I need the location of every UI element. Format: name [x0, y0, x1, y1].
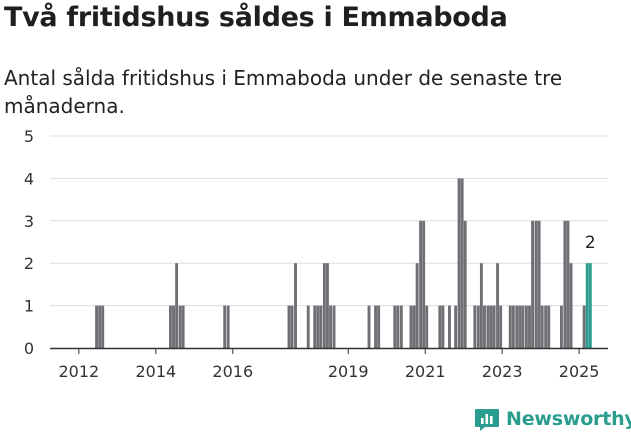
- highlight-data-label: 2: [585, 233, 596, 253]
- bar: [419, 220, 423, 348]
- bar: [290, 305, 294, 348]
- bar: [479, 263, 483, 348]
- bar: [473, 305, 477, 348]
- bar: [476, 305, 480, 348]
- bar: [496, 263, 499, 348]
- bar: [396, 305, 400, 348]
- bar: [489, 305, 493, 348]
- bar: [306, 305, 310, 348]
- bar: [534, 220, 538, 348]
- bar: [528, 305, 531, 348]
- bar: [367, 305, 371, 348]
- bar: [559, 305, 563, 348]
- bar: [508, 305, 512, 348]
- bar: [454, 305, 458, 348]
- bar: [98, 305, 102, 348]
- bar: [547, 305, 551, 348]
- bar: [412, 305, 416, 348]
- bar: [415, 263, 419, 348]
- bar: [172, 305, 175, 348]
- x-tick-label: 2014: [135, 362, 176, 381]
- bar: [511, 305, 515, 348]
- y-tick-label: 2: [24, 254, 34, 273]
- bar: [175, 263, 179, 348]
- bar: [448, 305, 451, 348]
- bar: [422, 220, 426, 348]
- brand-logo: Newsworthy: [474, 406, 631, 432]
- bar: [169, 305, 172, 348]
- bar: [499, 305, 503, 348]
- bar: [460, 178, 464, 348]
- bar: [332, 305, 336, 348]
- bar: [326, 263, 329, 348]
- y-tick-label: 0: [24, 339, 34, 358]
- bar: [569, 263, 573, 348]
- bar: [226, 305, 230, 348]
- bar: [463, 220, 467, 348]
- brand-name: Newsworthy: [506, 408, 631, 430]
- highlighted-bar: [585, 263, 589, 348]
- newsworthy-chart-icon: [475, 409, 499, 431]
- bar: [329, 305, 332, 348]
- x-tick-label: 2025: [559, 362, 600, 381]
- bar: [316, 305, 320, 348]
- x-tick-label: 2023: [482, 362, 523, 381]
- bar: [393, 305, 397, 348]
- bar: [457, 178, 461, 348]
- bar: [540, 305, 544, 348]
- bar: [101, 305, 105, 348]
- x-tick-label: 2021: [405, 362, 446, 381]
- bar: [563, 220, 567, 348]
- bar: [409, 305, 413, 348]
- bar: [483, 305, 486, 348]
- y-tick-label: 1: [24, 297, 34, 316]
- bar: [223, 305, 227, 348]
- bar: [425, 305, 429, 348]
- bar: [178, 305, 182, 348]
- y-tick-label: 5: [24, 127, 34, 146]
- bar: [377, 305, 381, 348]
- bar: [319, 305, 323, 348]
- chart-title: Två fritidshus såldes i Emmaboda: [4, 2, 508, 33]
- bar: [537, 220, 541, 348]
- bar: [181, 305, 185, 348]
- bar: [294, 263, 297, 348]
- bar: [95, 305, 99, 348]
- y-tick-label: 4: [24, 169, 34, 188]
- bar: [287, 305, 291, 348]
- bar: [582, 305, 586, 348]
- chart-subtitle: Antal sålda fritidshus i Emmaboda under …: [4, 66, 563, 118]
- bar: [518, 305, 522, 348]
- bar: [374, 305, 378, 348]
- bar: [492, 305, 496, 348]
- bar: [322, 263, 326, 348]
- bar: [399, 305, 403, 348]
- highlighted-bar: [588, 263, 592, 348]
- bar: [486, 305, 490, 348]
- bar: [521, 305, 525, 348]
- bar: [531, 220, 535, 348]
- bar: [313, 305, 317, 348]
- bar: [515, 305, 519, 348]
- y-tick-label: 3: [24, 212, 34, 231]
- x-tick-label: 2016: [212, 362, 253, 381]
- x-tick-label: 2012: [59, 362, 100, 381]
- bar: [441, 305, 445, 348]
- x-tick-label: 2019: [328, 362, 369, 381]
- bar: [438, 305, 442, 348]
- bar: [524, 305, 528, 348]
- bar: [566, 220, 570, 348]
- bar: [544, 305, 548, 348]
